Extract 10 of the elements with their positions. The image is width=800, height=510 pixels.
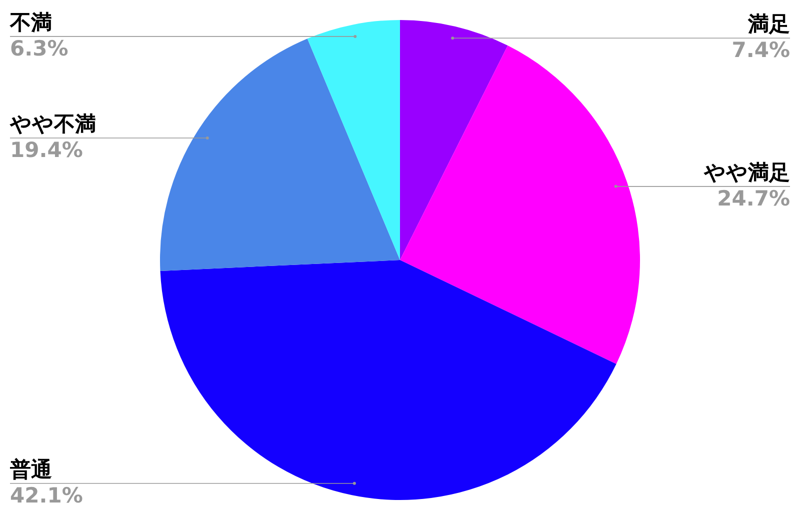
data-label: 7.4% <box>732 38 790 62</box>
slice-label: やや満足 <box>703 160 790 184</box>
data-label: 6.3% <box>10 36 68 60</box>
data-label: 24.7% <box>717 186 790 210</box>
slice-label: 不満 <box>9 10 52 34</box>
slice-label: 普通 <box>9 457 52 482</box>
slice-label: 満足 <box>747 12 790 36</box>
slice-label: やや不満 <box>9 112 96 136</box>
data-label: 19.4% <box>10 138 83 162</box>
data-label: 42.1% <box>10 483 83 508</box>
